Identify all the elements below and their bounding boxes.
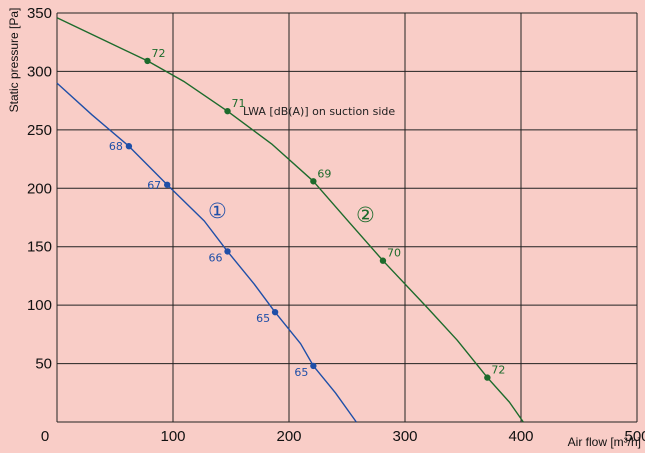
series-2-point-5 bbox=[484, 374, 491, 381]
series-2-point-label-4: 70 bbox=[387, 247, 401, 260]
series-1-point-label-3: 66 bbox=[209, 251, 223, 264]
y-tick-label-200: 200 bbox=[27, 180, 52, 197]
series-1-point-2 bbox=[164, 181, 171, 188]
series-1-point-label-4: 65 bbox=[256, 312, 270, 325]
series-curves bbox=[56, 17, 524, 423]
series-2-line bbox=[56, 17, 524, 423]
curve-2-marker: ② bbox=[356, 203, 375, 227]
series-2-point-2 bbox=[224, 107, 231, 115]
series-1-point-label-2: 67 bbox=[147, 179, 161, 192]
y-tick-label-150: 150 bbox=[27, 239, 52, 256]
series-2-point-label-5: 72 bbox=[491, 364, 505, 377]
series-2-point-3 bbox=[310, 178, 317, 185]
series-1-point-label-1: 68 bbox=[109, 140, 123, 153]
y-axis-title: Static pressure [Pa] bbox=[7, 8, 21, 113]
x-tick-label-300: 300 bbox=[392, 428, 417, 445]
series-2-point-label-2: 71 bbox=[232, 97, 246, 110]
series-2-point-label-3: 69 bbox=[317, 167, 331, 180]
data-points: 68 67 66 65 65 72 71 69 70 72 bbox=[109, 47, 505, 381]
series-1-point-label-5: 65 bbox=[294, 366, 308, 379]
series-2-point-label-1: 72 bbox=[151, 47, 165, 60]
grid-lines bbox=[56, 12, 638, 423]
series-1-line bbox=[56, 82, 357, 423]
series-1-point-4 bbox=[271, 308, 279, 316]
x-tick-label-500: 500 bbox=[624, 428, 645, 445]
curve-1-marker: ① bbox=[208, 199, 227, 223]
annotation-lwa-suction-side: LWA [dB(A)] on suction side bbox=[243, 105, 395, 118]
y-tick-label-300: 300 bbox=[27, 63, 52, 80]
x-axis-title: Air flow [m³/h] bbox=[568, 435, 641, 449]
x-tick-label-100: 100 bbox=[160, 428, 185, 445]
series-2-point-1 bbox=[144, 57, 151, 65]
series-1-point-5 bbox=[310, 362, 317, 370]
y-tick-label-100: 100 bbox=[27, 297, 52, 314]
y-tick-label-250: 250 bbox=[27, 122, 52, 139]
y-tick-label-50: 50 bbox=[35, 356, 52, 373]
x-tick-label-200: 200 bbox=[276, 428, 301, 445]
x-tick-label-0: 0 bbox=[41, 428, 49, 445]
series-1-point-3 bbox=[224, 248, 231, 255]
tick-labels: 0 100 200 300 400 500 50 100 150 200 250 300 350 bbox=[27, 5, 645, 445]
series-1-point-1 bbox=[125, 143, 133, 150]
series-2-point-4 bbox=[379, 257, 387, 264]
x-tick-label-400: 400 bbox=[508, 428, 533, 445]
y-tick-label-350: 350 bbox=[27, 5, 52, 22]
